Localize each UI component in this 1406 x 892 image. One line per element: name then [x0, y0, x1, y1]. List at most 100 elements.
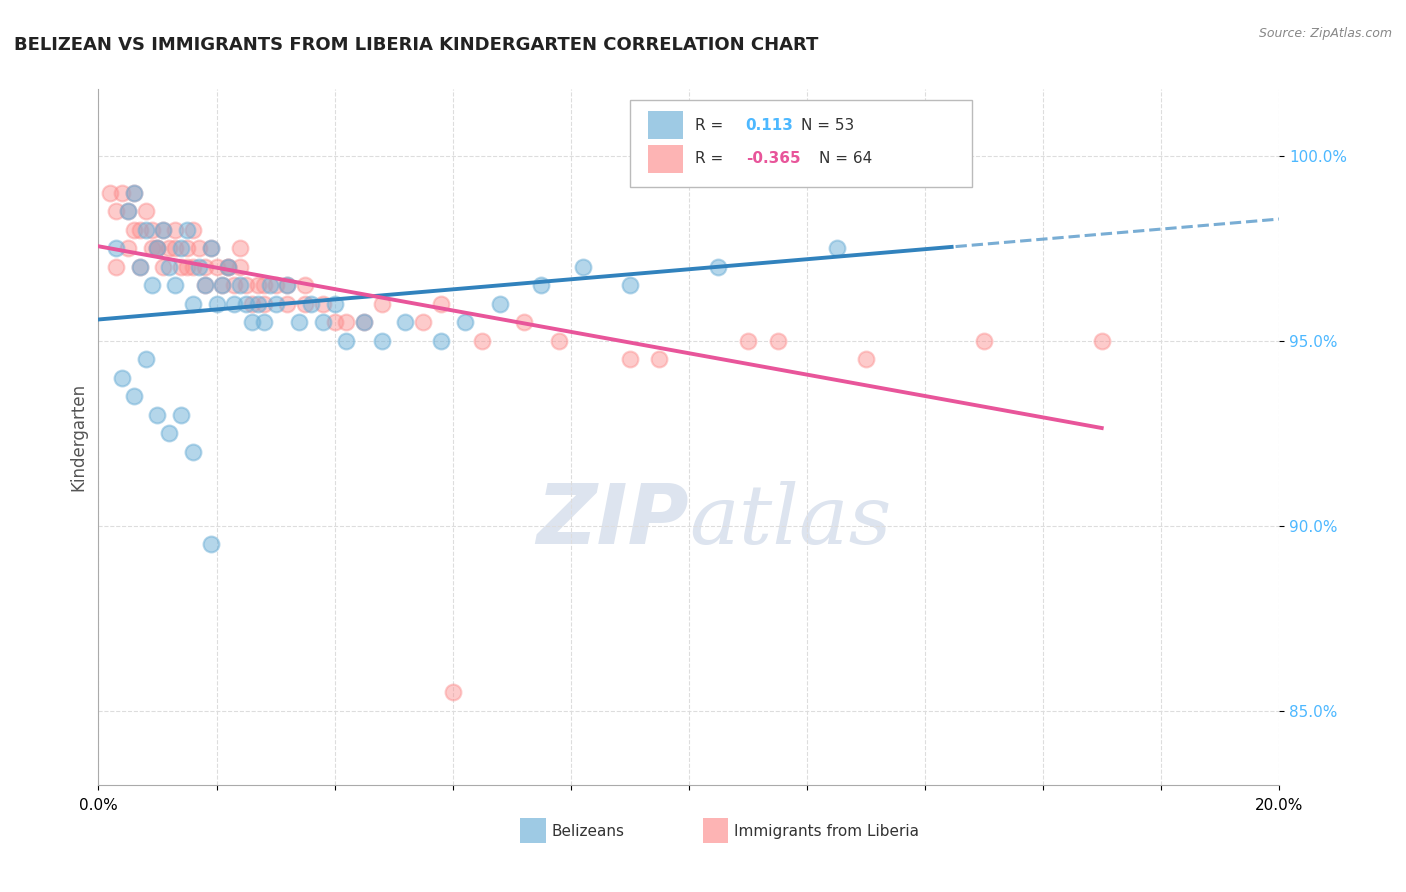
Point: [181, 260, 204, 274]
Point: [135, 204, 157, 219]
Point: [512, 315, 534, 329]
Point: [128, 223, 150, 237]
Point: [146, 241, 169, 255]
Bar: [648, 112, 683, 139]
Point: [141, 223, 163, 237]
Point: [246, 297, 269, 311]
Point: [152, 223, 174, 237]
Point: [1091, 334, 1114, 348]
Point: [240, 297, 263, 311]
Text: Immigrants from Liberia: Immigrants from Liberia: [734, 824, 920, 838]
Point: [117, 241, 139, 255]
Point: [766, 334, 789, 348]
Point: [353, 315, 375, 329]
Point: [548, 334, 571, 348]
Point: [453, 315, 475, 329]
Point: [707, 260, 730, 274]
Point: [253, 297, 276, 311]
Point: [152, 223, 174, 237]
Point: [371, 297, 394, 311]
Point: [571, 260, 593, 274]
Point: [181, 297, 204, 311]
Point: [441, 685, 464, 699]
Text: BELIZEAN VS IMMIGRANTS FROM LIBERIA KINDERGARTEN CORRELATION CHART: BELIZEAN VS IMMIGRANTS FROM LIBERIA KIND…: [14, 36, 818, 54]
Point: [648, 352, 671, 367]
Point: [187, 241, 209, 255]
Text: 0.0%: 0.0%: [79, 798, 118, 813]
Text: Belizeans: Belizeans: [551, 824, 624, 838]
Point: [217, 260, 239, 274]
Point: [128, 260, 150, 274]
Text: atlas: atlas: [689, 481, 891, 560]
Point: [211, 278, 233, 293]
Point: [412, 315, 434, 329]
Bar: [648, 145, 683, 173]
Point: [170, 241, 193, 255]
Point: [619, 278, 641, 293]
Point: [430, 297, 453, 311]
Point: [229, 278, 252, 293]
Point: [855, 352, 877, 367]
Point: [224, 278, 246, 293]
Point: [825, 241, 848, 255]
Point: [205, 297, 228, 311]
Point: [276, 297, 298, 311]
Point: [111, 371, 134, 385]
Point: [122, 389, 145, 403]
Point: [105, 260, 128, 274]
Point: [165, 223, 187, 237]
Point: [335, 334, 357, 348]
Point: [217, 260, 239, 274]
Point: [181, 445, 204, 459]
Point: [122, 186, 145, 200]
Point: [253, 315, 276, 329]
Point: [187, 260, 209, 274]
Point: [323, 297, 346, 311]
Point: [264, 278, 287, 293]
Point: [224, 297, 246, 311]
Point: [176, 223, 198, 237]
Point: [335, 315, 357, 329]
Point: [152, 260, 174, 274]
Point: [371, 334, 394, 348]
Point: [394, 315, 416, 329]
Point: [530, 278, 553, 293]
Point: [353, 315, 375, 329]
Point: [176, 241, 198, 255]
Text: -0.365: -0.365: [745, 152, 800, 166]
Point: [146, 241, 169, 255]
Point: [943, 149, 966, 163]
Point: [141, 241, 163, 255]
Point: [135, 352, 157, 367]
Point: [489, 297, 512, 311]
Point: [117, 204, 139, 219]
Point: [122, 223, 145, 237]
Point: [194, 278, 217, 293]
Text: 20.0%: 20.0%: [1256, 798, 1303, 813]
Point: [157, 241, 180, 255]
Point: [146, 241, 169, 255]
Text: N = 53: N = 53: [801, 118, 855, 133]
Point: [157, 260, 180, 274]
Point: [737, 334, 759, 348]
Point: [200, 537, 222, 551]
Point: [217, 260, 239, 274]
Point: [200, 241, 222, 255]
Point: [240, 315, 263, 329]
Point: [253, 278, 276, 293]
Point: [170, 408, 193, 422]
Point: [973, 334, 995, 348]
Point: [312, 315, 335, 329]
Point: [276, 278, 298, 293]
Text: R =: R =: [695, 152, 728, 166]
Point: [165, 241, 187, 255]
Point: [170, 260, 193, 274]
Point: [194, 278, 217, 293]
Point: [111, 186, 134, 200]
Point: [135, 223, 157, 237]
Point: [157, 426, 180, 441]
Y-axis label: Kindergarten: Kindergarten: [69, 383, 87, 491]
Point: [229, 241, 252, 255]
Point: [294, 297, 316, 311]
Point: [619, 352, 641, 367]
